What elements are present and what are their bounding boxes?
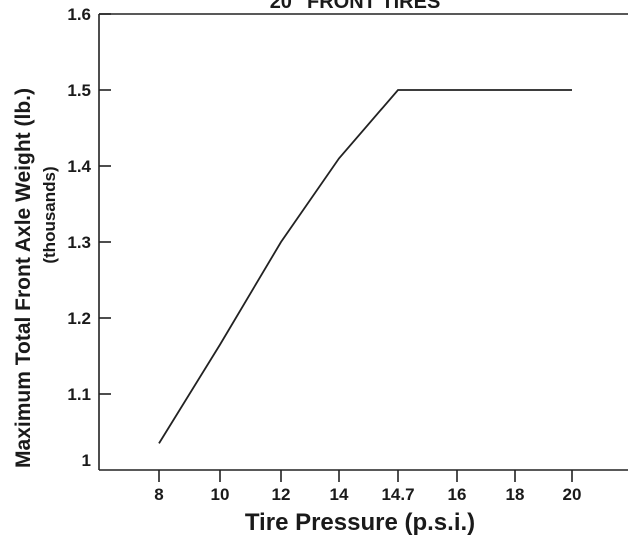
y-tick-label: 1.4 bbox=[67, 157, 91, 176]
series-line bbox=[158, 89, 572, 444]
x-tick-label: 10 bbox=[211, 485, 230, 504]
x-tick-label: 16 bbox=[448, 485, 467, 504]
y-tick-label: 1.6 bbox=[67, 5, 91, 24]
y-axis-title: Maximum Total Front Axle Weight (lb.) bbox=[12, 88, 35, 468]
y-tick-label: 1.3 bbox=[67, 233, 91, 252]
y-tick-label: 1.5 bbox=[67, 81, 91, 100]
y-tick-label: 1.1 bbox=[67, 385, 91, 404]
y-tick-label: 1 bbox=[82, 451, 91, 470]
x-tick-label: 18 bbox=[506, 485, 525, 504]
x-tick-label: 8 bbox=[154, 485, 163, 504]
x-tick-label: 20 bbox=[563, 485, 582, 504]
x-tick-label: 14 bbox=[330, 485, 349, 504]
chart-title: 20" FRONT TIRES bbox=[270, 0, 441, 13]
x-tick-label: 12 bbox=[272, 485, 291, 504]
y-axis-subtitle: (thousands) bbox=[40, 166, 59, 263]
x-tick-label: 14.7 bbox=[381, 485, 414, 504]
y-tick-label: 1.2 bbox=[67, 309, 91, 328]
x-axis-title: Tire Pressure (p.s.i.) bbox=[245, 509, 475, 536]
x-tick-group: 8 10 12 14 14.7 16 18 20 bbox=[154, 470, 581, 504]
y-tick-group: 1 1.1 1.2 1.3 1.4 1.5 1.6 bbox=[67, 5, 111, 470]
